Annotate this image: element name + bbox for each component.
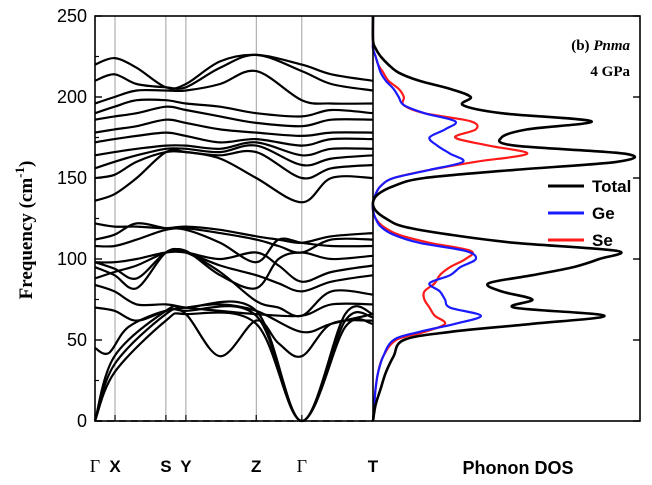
phonon-branch [94,118,374,138]
pressure-label: 4 GPa [590,64,630,80]
phonon-branch [94,227,374,264]
phonon-branch [94,53,374,92]
band-structure-panel [93,16,374,423]
phonon-branch [94,283,374,318]
y-tick-label: 0 [77,411,87,431]
y-tick-label: 100 [57,249,87,269]
k-point-label: Y [180,457,192,476]
phonon-branch [94,149,374,180]
phonon-branch [93,300,374,423]
k-point-label: T [368,457,379,476]
plot-frame [94,15,641,422]
k-point-label: Z [251,457,261,476]
y-axis-label: Frequency (cm-1) [12,161,37,300]
phonon-branch [94,222,374,244]
phonon-branch [93,311,374,423]
phonon-branch [94,69,374,105]
phonon-branch [94,248,374,293]
phonon-branch [94,307,374,358]
legend-label: Ge [592,204,615,223]
dos-axis-label: Phonon DOS [463,458,574,478]
phonon-branch [94,98,374,118]
phonon-branch [94,141,374,157]
k-point-label: S [160,457,171,476]
dos-curve-ge [371,16,483,422]
phonon-branch [94,53,374,90]
k-point-label: Γ [90,456,100,476]
phonon-branch [94,250,374,283]
phonon-branch [94,144,374,170]
k-point-label: Γ [297,456,307,476]
y-tick-label: 250 [57,6,87,26]
panel-title: (b) Pnma [571,38,630,54]
k-point-label: X [109,457,121,476]
dos-curve-se [371,16,529,422]
legend-label: Se [592,231,613,250]
phonon-branch [94,131,374,147]
y-axis-ticks: 0 50 100 150 200 250 [57,6,640,431]
y-tick-label: 150 [57,168,87,188]
y-tick-label: 50 [67,330,87,350]
legend: Total Ge Se [548,177,631,250]
phonon-branch [94,247,374,318]
phonon-branch [94,105,374,128]
y-tick-label: 200 [57,87,87,107]
phonon-branch [94,248,374,290]
phonon-branch [93,305,374,423]
legend-label: Total [592,177,631,196]
phonon-branch [94,303,374,334]
